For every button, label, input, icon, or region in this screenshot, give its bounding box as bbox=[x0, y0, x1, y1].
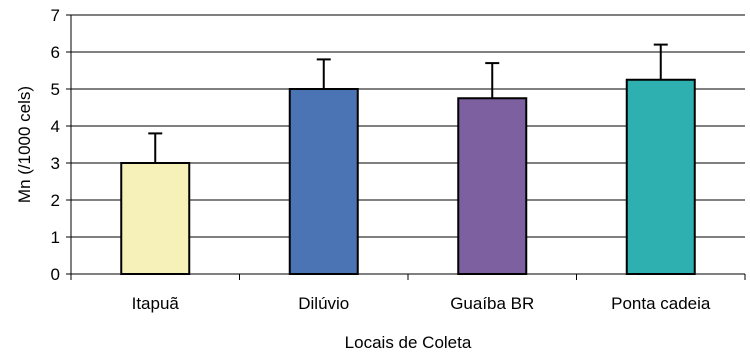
error-bars bbox=[148, 43, 668, 163]
y-tick-label: 7 bbox=[51, 6, 60, 25]
x-tick-label: Ponta cadeia bbox=[611, 294, 711, 313]
bar bbox=[120, 162, 191, 275]
bars bbox=[120, 78, 696, 275]
x-tick-label: Dilúvio bbox=[298, 294, 349, 313]
y-tick-label: 1 bbox=[51, 228, 60, 247]
x-tick-label: Guaíba BR bbox=[450, 294, 534, 313]
axes bbox=[66, 14, 746, 280]
bar bbox=[625, 78, 696, 275]
bar bbox=[288, 88, 359, 275]
bar bbox=[457, 97, 528, 275]
y-axis-label: Mn (/1000 cels) bbox=[15, 86, 34, 203]
x-tick-label: Itapuã bbox=[132, 294, 180, 313]
y-tick-labels: 0 1 2 3 4 5 6 7 bbox=[51, 6, 60, 284]
y-tick-label: 4 bbox=[51, 117, 60, 136]
x-axis-label: Locais de Coleta bbox=[345, 333, 472, 352]
y-tick-label: 3 bbox=[51, 154, 60, 173]
y-tick-label: 2 bbox=[51, 191, 60, 210]
y-tick-label: 6 bbox=[51, 43, 60, 62]
y-tick-label: 5 bbox=[51, 80, 60, 99]
x-tick-labels: Itapuã Dilúvio Guaíba BR Ponta cadeia bbox=[132, 294, 711, 313]
y-tick-label: 0 bbox=[51, 265, 60, 284]
